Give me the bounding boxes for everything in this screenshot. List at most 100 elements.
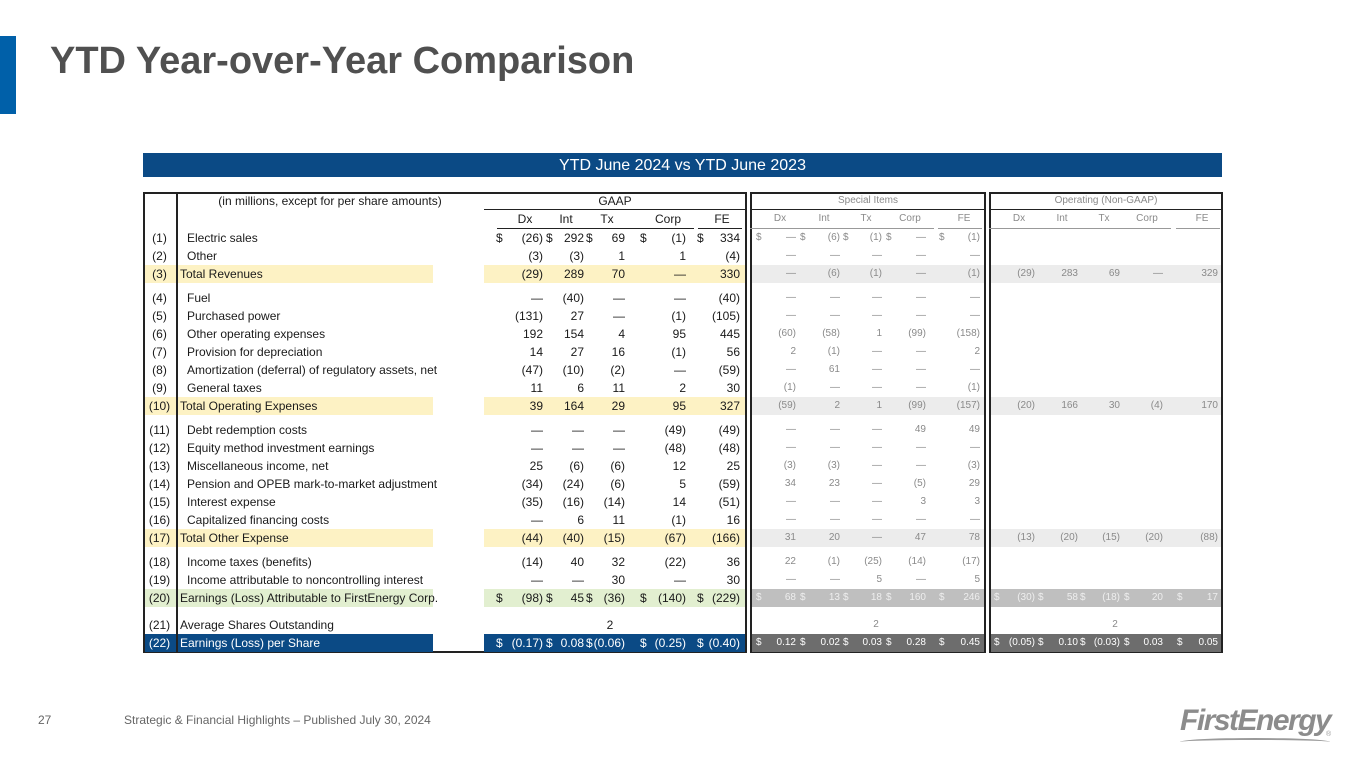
dollar-sign: $ [496, 636, 503, 650]
dollar-sign: $ [1080, 592, 1086, 603]
gaap-value-int: — [572, 423, 584, 437]
gaap-value-fe: 30 [726, 381, 740, 395]
gaap-value-dx: (14) [521, 555, 543, 569]
row-number: (12) [148, 441, 171, 455]
dollar-sign: $ [586, 591, 593, 605]
row-highlight [752, 634, 984, 652]
special-value-int: — [830, 310, 840, 321]
gaap-value-corp: (1) [671, 231, 686, 245]
dollar-sign: $ [496, 591, 503, 605]
gaap-header-rule [484, 209, 746, 210]
operating-value-tx: (15) [1102, 532, 1120, 543]
gaap-value-tx: (0.06) [593, 636, 625, 650]
dollar-sign: $ [939, 232, 945, 243]
gaap-value-tx: 70 [611, 267, 625, 281]
special-value-tx: — [872, 532, 882, 543]
dollar-sign: $ [586, 231, 593, 245]
gaap-value-corp: (1) [671, 345, 686, 359]
gaap-value-dx: (0.17) [511, 636, 543, 650]
special-value-int: 13 [828, 592, 840, 603]
special-value-dx: — [786, 514, 796, 525]
dollar-sign: $ [1177, 592, 1183, 603]
gaap-col-int: Int [559, 212, 573, 226]
gaap-value-int: 6 [577, 513, 584, 527]
special-value-dx: — [786, 292, 796, 303]
special-value-corp: 49 [914, 424, 926, 435]
special-col-fe: FE [957, 213, 971, 224]
operating-value-corp: (4) [1150, 400, 1163, 411]
gaap-value-tx: (15) [603, 531, 625, 545]
row-highlight [484, 634, 745, 652]
gaap-value-fe: 334 [719, 231, 740, 245]
gaap-value-dx: 25 [529, 459, 543, 473]
special-value-fe: (1) [967, 382, 980, 393]
special-value-dx: — [786, 268, 796, 279]
gaap-value-int: 45 [570, 591, 584, 605]
operating-value-tx: (0.03) [1093, 637, 1120, 648]
gaap-value-dx: — [531, 423, 543, 437]
special-value-corp: 0.28 [906, 637, 926, 648]
gaap-value-corp: 2 [679, 381, 686, 395]
dollar-sign: $ [756, 232, 762, 243]
registered-mark: ® [1326, 731, 1332, 738]
row-highlight [991, 397, 1221, 415]
operating-value-fe: 329 [1201, 268, 1218, 279]
special-value-fe: 3 [974, 496, 980, 507]
gaap-value-fe: (51) [718, 495, 740, 509]
row-number: (6) [152, 327, 167, 341]
row-highlight [991, 589, 1221, 607]
dollar-sign: $ [800, 637, 806, 648]
special-value-tx: — [872, 496, 882, 507]
operating-value-corp: 0.03 [1143, 637, 1163, 648]
gaap-value-int: (24) [562, 477, 584, 491]
gaap-value-corp: 95 [672, 399, 686, 413]
dollar-sign: $ [697, 231, 704, 245]
row-number: (1) [152, 231, 167, 245]
special-value-tx: 0.03 [862, 637, 882, 648]
firstenergy-logo: FirstEnergy [1180, 704, 1332, 737]
special-value-fe: (157) [956, 400, 980, 411]
special-value-dx: 2 [790, 346, 796, 357]
gaap-value-dx: (131) [514, 309, 543, 323]
dollar-sign: $ [546, 231, 553, 245]
special-value-tx: — [872, 442, 882, 453]
special-value-dx: — [786, 232, 796, 243]
gaap-value-tx: — [613, 291, 625, 305]
special-value-dx: — [786, 496, 796, 507]
operating-value-corp: — [1153, 268, 1163, 279]
operating-value-dx: (0.05) [1008, 637, 1035, 648]
gaap-value-dx: — [531, 573, 543, 587]
operating-col-fe: FE [1195, 213, 1209, 224]
row-highlight [145, 397, 433, 415]
special-value-dx: — [786, 310, 796, 321]
gaap-value-fe: (49) [718, 423, 740, 437]
gaap-value-dx: (34) [521, 477, 543, 491]
gaap-value-tx: (2) [610, 363, 625, 377]
operating-header: Operating (Non-GAAP) [1054, 195, 1158, 206]
gaap-value-corp: 95 [672, 327, 686, 341]
operating-col-int: Int [1056, 213, 1068, 224]
units-note: (in millions, except for per share amoun… [218, 194, 442, 208]
gaap-value-corp: 1 [679, 249, 686, 263]
dollar-sign: $ [756, 637, 762, 648]
row-highlight [145, 589, 433, 607]
row-highlight [484, 397, 745, 415]
row-label: Pension and OPEB mark-to-market adjustme… [187, 477, 438, 491]
logo-swoosh [1180, 738, 1330, 746]
gaap-value-fe: 327 [719, 399, 740, 413]
gaap-value-tx: 11 [612, 381, 625, 395]
operating-value-fe: 17 [1206, 592, 1218, 603]
special-value-int: 61 [828, 364, 840, 375]
gaap-value-int: 27 [570, 309, 584, 323]
dollar-sign: $ [586, 636, 593, 650]
row-label: Average Shares Outstanding [180, 618, 334, 632]
row-number: (10) [148, 399, 171, 413]
operating-value-tx: (18) [1102, 592, 1120, 603]
special-value-tx: — [872, 250, 882, 261]
gaap-value-dx: (44) [521, 531, 543, 545]
special-value-corp: — [916, 232, 926, 243]
operating-col-corp: Corp [1136, 213, 1158, 224]
gaap-value-dx: (98) [521, 591, 543, 605]
special-value-fe: 5 [974, 574, 980, 585]
row-number: (21) [148, 618, 171, 632]
